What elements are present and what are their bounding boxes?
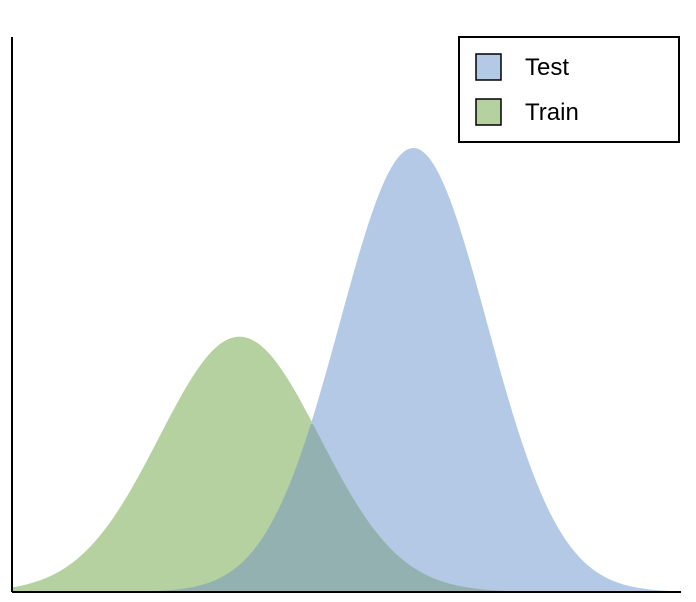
plot-area xyxy=(12,148,681,592)
legend-swatch-train xyxy=(475,98,502,126)
series-area-test xyxy=(12,148,681,592)
legend-box xyxy=(458,36,680,143)
legend-swatch-test xyxy=(475,53,502,81)
legend: Test Train xyxy=(458,36,680,143)
series-area-train xyxy=(12,336,681,592)
legend-label-train: Train xyxy=(525,99,579,126)
overlap-area xyxy=(12,423,681,592)
legend-label-test: Test xyxy=(525,54,569,81)
